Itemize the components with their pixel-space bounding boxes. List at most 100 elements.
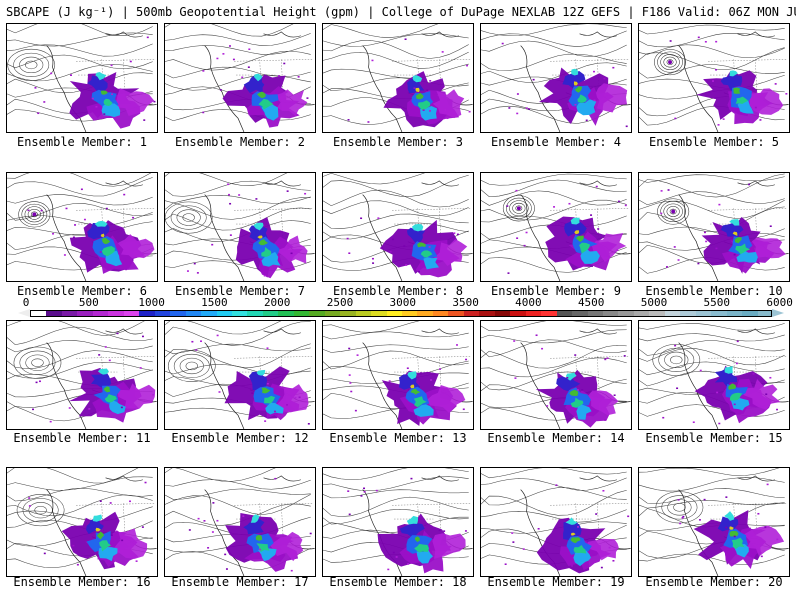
- colorbar-segment: [680, 311, 697, 316]
- colorbar-segment: [432, 311, 449, 316]
- colorbar-segment: [139, 311, 156, 316]
- colorbar-segment: [510, 311, 527, 316]
- ensemble-member-caption: Ensemble Member: 10: [645, 284, 783, 298]
- colorbar-segment: [664, 311, 681, 316]
- ensemble-member-map: [164, 23, 316, 133]
- colorbar-segment: [185, 311, 202, 316]
- ensemble-member-caption: Ensemble Member: 6: [16, 284, 148, 298]
- colorbar-segment: [494, 311, 511, 316]
- ensemble-member-map: [6, 23, 158, 133]
- ensemble-member-caption: Ensemble Member: 1: [16, 135, 148, 149]
- colorbar-segment: [216, 311, 233, 316]
- colorbar-tick-label: 5000: [640, 296, 668, 309]
- colorbar-segment: [247, 311, 264, 316]
- ensemble-member-caption: Ensemble Member: 20: [645, 575, 783, 589]
- ensemble-member-caption: Ensemble Member: 11: [13, 431, 151, 445]
- colorbar-segment: [479, 311, 496, 316]
- colorbar-segment: [154, 311, 171, 316]
- ensemble-member-map: [480, 320, 632, 430]
- colorbar-tick-label: 2000: [263, 296, 291, 309]
- colorbar-segment: [231, 311, 248, 316]
- chart-title: SBCAPE (J kg⁻¹) | 500mb Geopotential Hei…: [6, 5, 796, 19]
- colorbar-segment: [77, 311, 94, 316]
- ensemble-member-map: [638, 467, 790, 577]
- ensemble-member-caption: Ensemble Member: 12: [171, 431, 309, 445]
- colorbar-segment: [649, 311, 666, 316]
- ensemble-member-map: [480, 467, 632, 577]
- colorbar-segment: [757, 311, 771, 316]
- colorbar-segment: [618, 311, 635, 316]
- ensemble-member-caption: Ensemble Member: 7: [174, 284, 306, 298]
- ensemble-member-caption: Ensemble Member: 15: [645, 431, 783, 445]
- ensemble-member-map: [638, 172, 790, 282]
- colorbar-segment: [572, 311, 589, 316]
- colorbar-tick-label: 1000: [138, 296, 165, 309]
- colorbar-tick-label: 0: [22, 296, 30, 309]
- colorbar-segment: [340, 311, 357, 316]
- colorbar-tick-label: 4000: [515, 296, 542, 309]
- colorbar-segment: [123, 311, 140, 316]
- colorbar-segment: [355, 311, 372, 316]
- ensemble-member-caption: Ensemble Member: 9: [490, 284, 622, 298]
- ensemble-member-caption: Ensemble Member: 5: [648, 135, 780, 149]
- ensemble-member-caption: Ensemble Member: 13: [329, 431, 467, 445]
- colorbar-segment: [711, 311, 728, 316]
- colorbar-segment: [587, 311, 604, 316]
- ensemble-member-caption: Ensemble Member: 4: [490, 135, 622, 149]
- colorbar-segment: [602, 311, 619, 316]
- colorbar-segment: [726, 311, 743, 316]
- colorbar-segment: [463, 311, 480, 316]
- ensemble-member-map: [6, 320, 158, 430]
- colorbar-segment: [525, 311, 542, 316]
- colorbar-tick-label: 5500: [703, 296, 731, 309]
- ensemble-member-map: [480, 23, 632, 133]
- colorbar-segment: [46, 311, 63, 316]
- colorbar-segment: [278, 311, 295, 316]
- colorbar-segment: [108, 311, 125, 316]
- ensemble-member-map: [6, 172, 158, 282]
- colorbar-segment: [541, 311, 558, 316]
- ensemble-member-caption: Ensemble Member: 2: [174, 135, 306, 149]
- colorbar-segment: [324, 311, 341, 316]
- colorbar-segment: [402, 311, 419, 316]
- ensemble-member-map: [322, 23, 474, 133]
- colorbar-tick-label: 3000: [389, 296, 417, 309]
- colorbar-tick-label: 1500: [201, 296, 228, 309]
- colorbar-segment: [31, 311, 48, 316]
- ensemble-member-map: [6, 467, 158, 577]
- ensemble-member-caption: Ensemble Member: 17: [171, 575, 309, 589]
- colorbar-tick-label: 3500: [452, 296, 479, 309]
- colorbar-segment: [262, 311, 279, 316]
- colorbar-segment: [742, 311, 759, 316]
- ensemble-member-map: [638, 23, 790, 133]
- colorbar-segment: [417, 311, 434, 316]
- colorbar-segment: [695, 311, 712, 316]
- colorbar-segment: [448, 311, 465, 316]
- cape-colorbar: [30, 310, 772, 317]
- ensemble-member-map: [164, 320, 316, 430]
- ensemble-member-map: [322, 172, 474, 282]
- ensemble-member-map: [480, 172, 632, 282]
- ensemble-member-map: [638, 320, 790, 430]
- colorbar-segment: [293, 311, 310, 316]
- colorbar-segment: [386, 311, 403, 316]
- ensemble-member-caption: Ensemble Member: 16: [13, 575, 151, 589]
- colorbar-left-arrow: [18, 309, 30, 317]
- colorbar-segment: [201, 311, 218, 316]
- ensemble-member-caption: Ensemble Member: 19: [487, 575, 625, 589]
- ensemble-member-caption: Ensemble Member: 3: [332, 135, 464, 149]
- ensemble-member-map: [322, 467, 474, 577]
- colorbar-segment: [170, 311, 187, 316]
- colorbar-segment: [309, 311, 326, 316]
- colorbar-segment: [556, 311, 573, 316]
- colorbar-segment: [633, 311, 650, 316]
- colorbar-segment: [61, 311, 78, 316]
- colorbar-tick-label: 500: [78, 296, 99, 309]
- ensemble-member-caption: Ensemble Member: 18: [329, 575, 467, 589]
- ensemble-member-map: [164, 467, 316, 577]
- colorbar-tick-label: 4500: [577, 296, 605, 309]
- ensemble-member-caption: Ensemble Member: 8: [332, 284, 464, 298]
- ensemble-member-map: [322, 320, 474, 430]
- colorbar-tick-label: 2500: [326, 296, 354, 309]
- ensemble-member-map: [164, 172, 316, 282]
